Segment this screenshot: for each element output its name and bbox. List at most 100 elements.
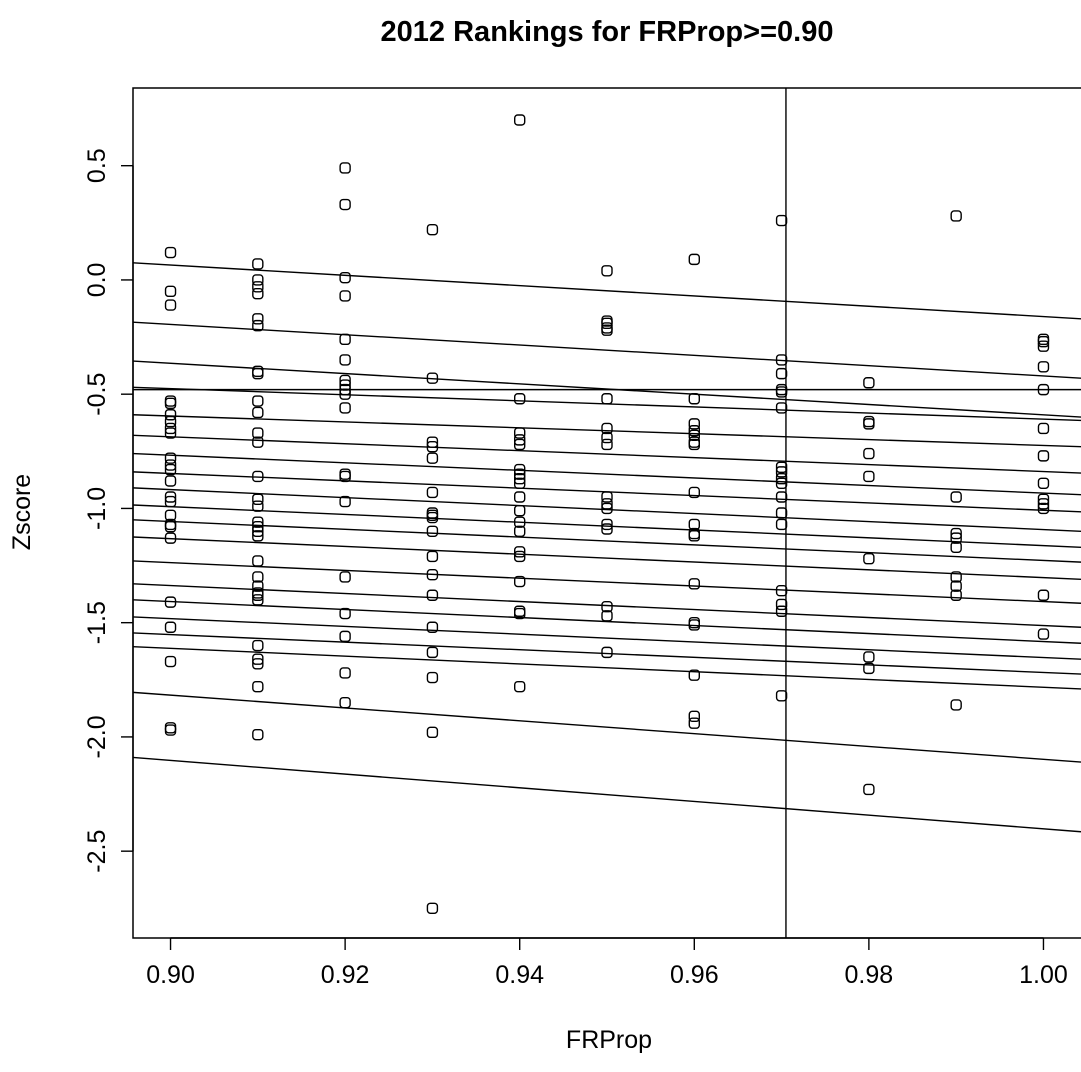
data-point (253, 501, 263, 511)
x-tick-label: 0.94 (495, 961, 544, 989)
data-point (515, 506, 525, 516)
data-point (340, 334, 350, 344)
data-point (515, 492, 525, 502)
data-point (253, 289, 263, 299)
data-point (777, 369, 787, 379)
data-point (166, 725, 176, 735)
data-point (864, 471, 874, 481)
data-point (340, 469, 350, 479)
data-point (253, 396, 263, 406)
data-point (1038, 590, 1048, 600)
data-point (427, 487, 437, 497)
data-point (777, 606, 787, 616)
fitted-line-1 (133, 263, 1081, 319)
fitted-line-9 (133, 488, 1081, 531)
chart-title: 2012 Rankings for FRProp>=0.90 (381, 16, 834, 48)
data-point (427, 526, 437, 536)
data-point (253, 641, 263, 651)
data-point (340, 200, 350, 210)
plot-points (166, 115, 1049, 913)
data-point (427, 453, 437, 463)
x-tick-label: 0.98 (845, 961, 894, 989)
data-point (340, 698, 350, 708)
fitted-line-7 (133, 454, 1081, 495)
data-point (166, 410, 176, 420)
data-point (427, 903, 437, 913)
data-point (515, 428, 525, 438)
data-point (340, 471, 350, 481)
data-point (689, 711, 699, 721)
data-point (864, 417, 874, 427)
data-point (602, 647, 612, 657)
data-point (253, 314, 263, 324)
data-point (777, 403, 787, 413)
data-point (777, 492, 787, 502)
data-point (777, 216, 787, 226)
data-point (166, 723, 176, 733)
data-point (253, 282, 263, 292)
data-point (689, 531, 699, 541)
data-point (166, 248, 176, 258)
data-point (340, 572, 350, 582)
y-tick-label: -2.5 (83, 830, 111, 873)
fitted-line-12 (133, 537, 1081, 579)
y-tick-label: 0.5 (83, 148, 111, 183)
data-point (166, 522, 176, 532)
data-point (340, 631, 350, 641)
data-point (1038, 362, 1048, 372)
data-point (602, 394, 612, 404)
y-tick-label: 0.0 (83, 263, 111, 298)
data-point (515, 115, 525, 125)
data-point (427, 647, 437, 657)
x-tick-label: 0.90 (146, 961, 195, 989)
fitted-line-20 (133, 757, 1081, 831)
data-point (253, 369, 263, 379)
y-tick-label: -2.0 (83, 715, 111, 758)
data-point (340, 403, 350, 413)
data-point (951, 700, 961, 710)
data-point (166, 417, 176, 427)
data-point (253, 556, 263, 566)
x-tick-label: 0.96 (670, 961, 719, 989)
data-point (427, 590, 437, 600)
data-point (427, 225, 437, 235)
fitted-line-15 (133, 600, 1081, 643)
data-point (253, 275, 263, 285)
fitted-line-19 (133, 692, 1081, 762)
data-point (427, 673, 437, 683)
data-point (777, 387, 787, 397)
data-point (777, 508, 787, 518)
y-axis: 0.5 0.0 -0.5 -1.0 -1.5 -2.0 -2.5 (83, 148, 133, 872)
data-point (340, 273, 350, 283)
data-point (515, 682, 525, 692)
data-point (1038, 629, 1048, 639)
x-tick-label: 0.92 (321, 961, 370, 989)
data-point (689, 579, 699, 589)
data-point (689, 254, 699, 264)
data-point (515, 394, 525, 404)
data-point (689, 394, 699, 404)
data-point (340, 163, 350, 173)
fitted-line-13 (133, 561, 1081, 603)
data-point (864, 554, 874, 564)
data-point (253, 494, 263, 504)
data-point (864, 378, 874, 388)
x-axis-label: FRProp (566, 1026, 652, 1054)
data-point (253, 407, 263, 417)
data-point (340, 668, 350, 678)
data-point (864, 784, 874, 794)
data-point (777, 691, 787, 701)
data-point (689, 718, 699, 728)
data-point (166, 622, 176, 632)
y-axis-label: Zscore (8, 474, 36, 550)
data-point (515, 606, 525, 616)
data-point (166, 657, 176, 667)
data-point (777, 519, 787, 529)
fitted-line-6 (133, 435, 1081, 473)
x-axis: 0.90 0.92 0.94 0.96 0.98 1.00 (146, 938, 1068, 989)
data-point (951, 492, 961, 502)
data-point (340, 355, 350, 365)
data-point (1038, 334, 1048, 344)
data-point (689, 419, 699, 429)
data-point (864, 449, 874, 459)
